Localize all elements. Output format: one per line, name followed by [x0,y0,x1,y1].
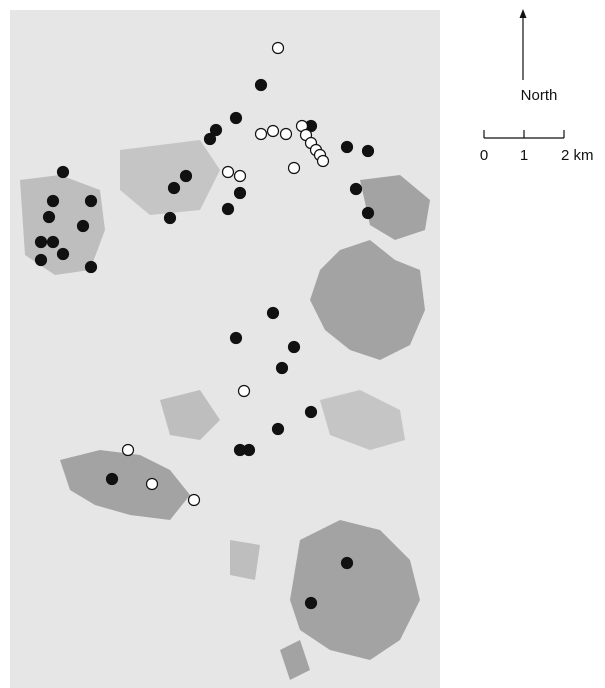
filled-site [289,342,300,353]
open-site [318,156,329,167]
filled-site [268,308,279,319]
filled-site [306,407,317,418]
open-site [223,167,234,178]
open-site [189,495,200,506]
filled-site [277,363,288,374]
scale-label: 1 [520,147,528,164]
filled-site [181,171,192,182]
filled-site [363,146,374,157]
open-site [268,126,279,137]
filled-site [306,598,317,609]
filled-site [48,237,59,248]
filled-site [58,249,69,260]
scale-bar [484,130,564,138]
map-figure: North 0 1 2 km [0,0,605,688]
open-site [239,386,250,397]
filled-site [86,196,97,207]
map-area [10,10,440,688]
open-site [281,129,292,140]
open-site [273,43,284,54]
filled-site [107,474,118,485]
filled-site [244,445,255,456]
open-site [289,163,300,174]
filled-site [36,255,47,266]
open-site [147,479,158,490]
scale-label: 2 km [561,147,594,164]
filled-site [223,204,234,215]
filled-site [78,221,89,232]
filled-site [342,142,353,153]
filled-site [86,262,97,273]
filled-site [165,213,176,224]
open-site [123,445,134,456]
filled-site [231,333,242,344]
filled-site [235,188,246,199]
compass: North [520,9,558,104]
filled-site [363,208,374,219]
filled-site [48,196,59,207]
filled-site [169,183,180,194]
patch [230,540,260,580]
north-label: North [521,87,558,104]
filled-site [256,80,267,91]
filled-site [231,113,242,124]
filled-site [273,424,284,435]
filled-site [58,167,69,178]
arrow-head [520,9,527,18]
open-site [256,129,267,140]
filled-site [36,237,47,248]
filled-site [44,212,55,223]
filled-site [205,134,216,145]
scale-label: 0 [480,147,488,164]
filled-site [342,558,353,569]
open-site [235,171,246,182]
filled-site [351,184,362,195]
